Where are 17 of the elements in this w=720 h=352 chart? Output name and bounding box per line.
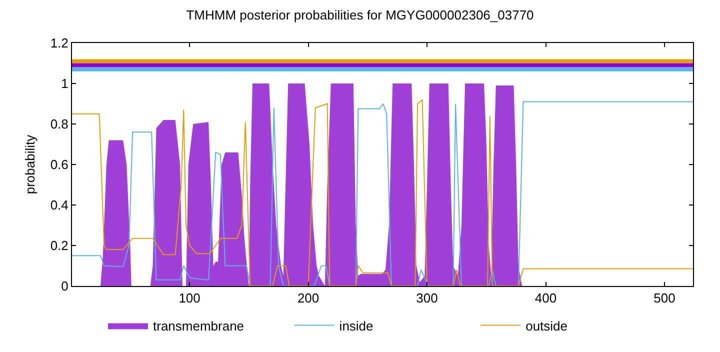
legend-label: outside: [526, 318, 568, 334]
y-tick-label: 0.4: [50, 198, 68, 213]
x-tick-label: 200: [297, 290, 320, 306]
x-tick-label: 100: [178, 290, 200, 306]
x-tick-label: 400: [534, 290, 557, 306]
y-axis-title: probability: [22, 134, 38, 194]
legend-label: inside: [339, 318, 374, 334]
y-tick-label: 0: [61, 278, 68, 294]
y-tick-label: 0.2: [50, 238, 68, 254]
y-tick-label: 0.6: [50, 157, 68, 172]
y-tick-label: 0.8: [50, 116, 68, 132]
y-tick-label: 1.2: [50, 36, 68, 51]
legend-label: transmembrane: [153, 318, 244, 334]
chart-title: TMHMM posterior probabilities for MGYG000002306_03770: [186, 8, 534, 23]
x-tick-label: 300: [416, 290, 438, 306]
y-tick-label: 1: [61, 76, 68, 92]
x-tick-label: 500: [654, 290, 676, 306]
